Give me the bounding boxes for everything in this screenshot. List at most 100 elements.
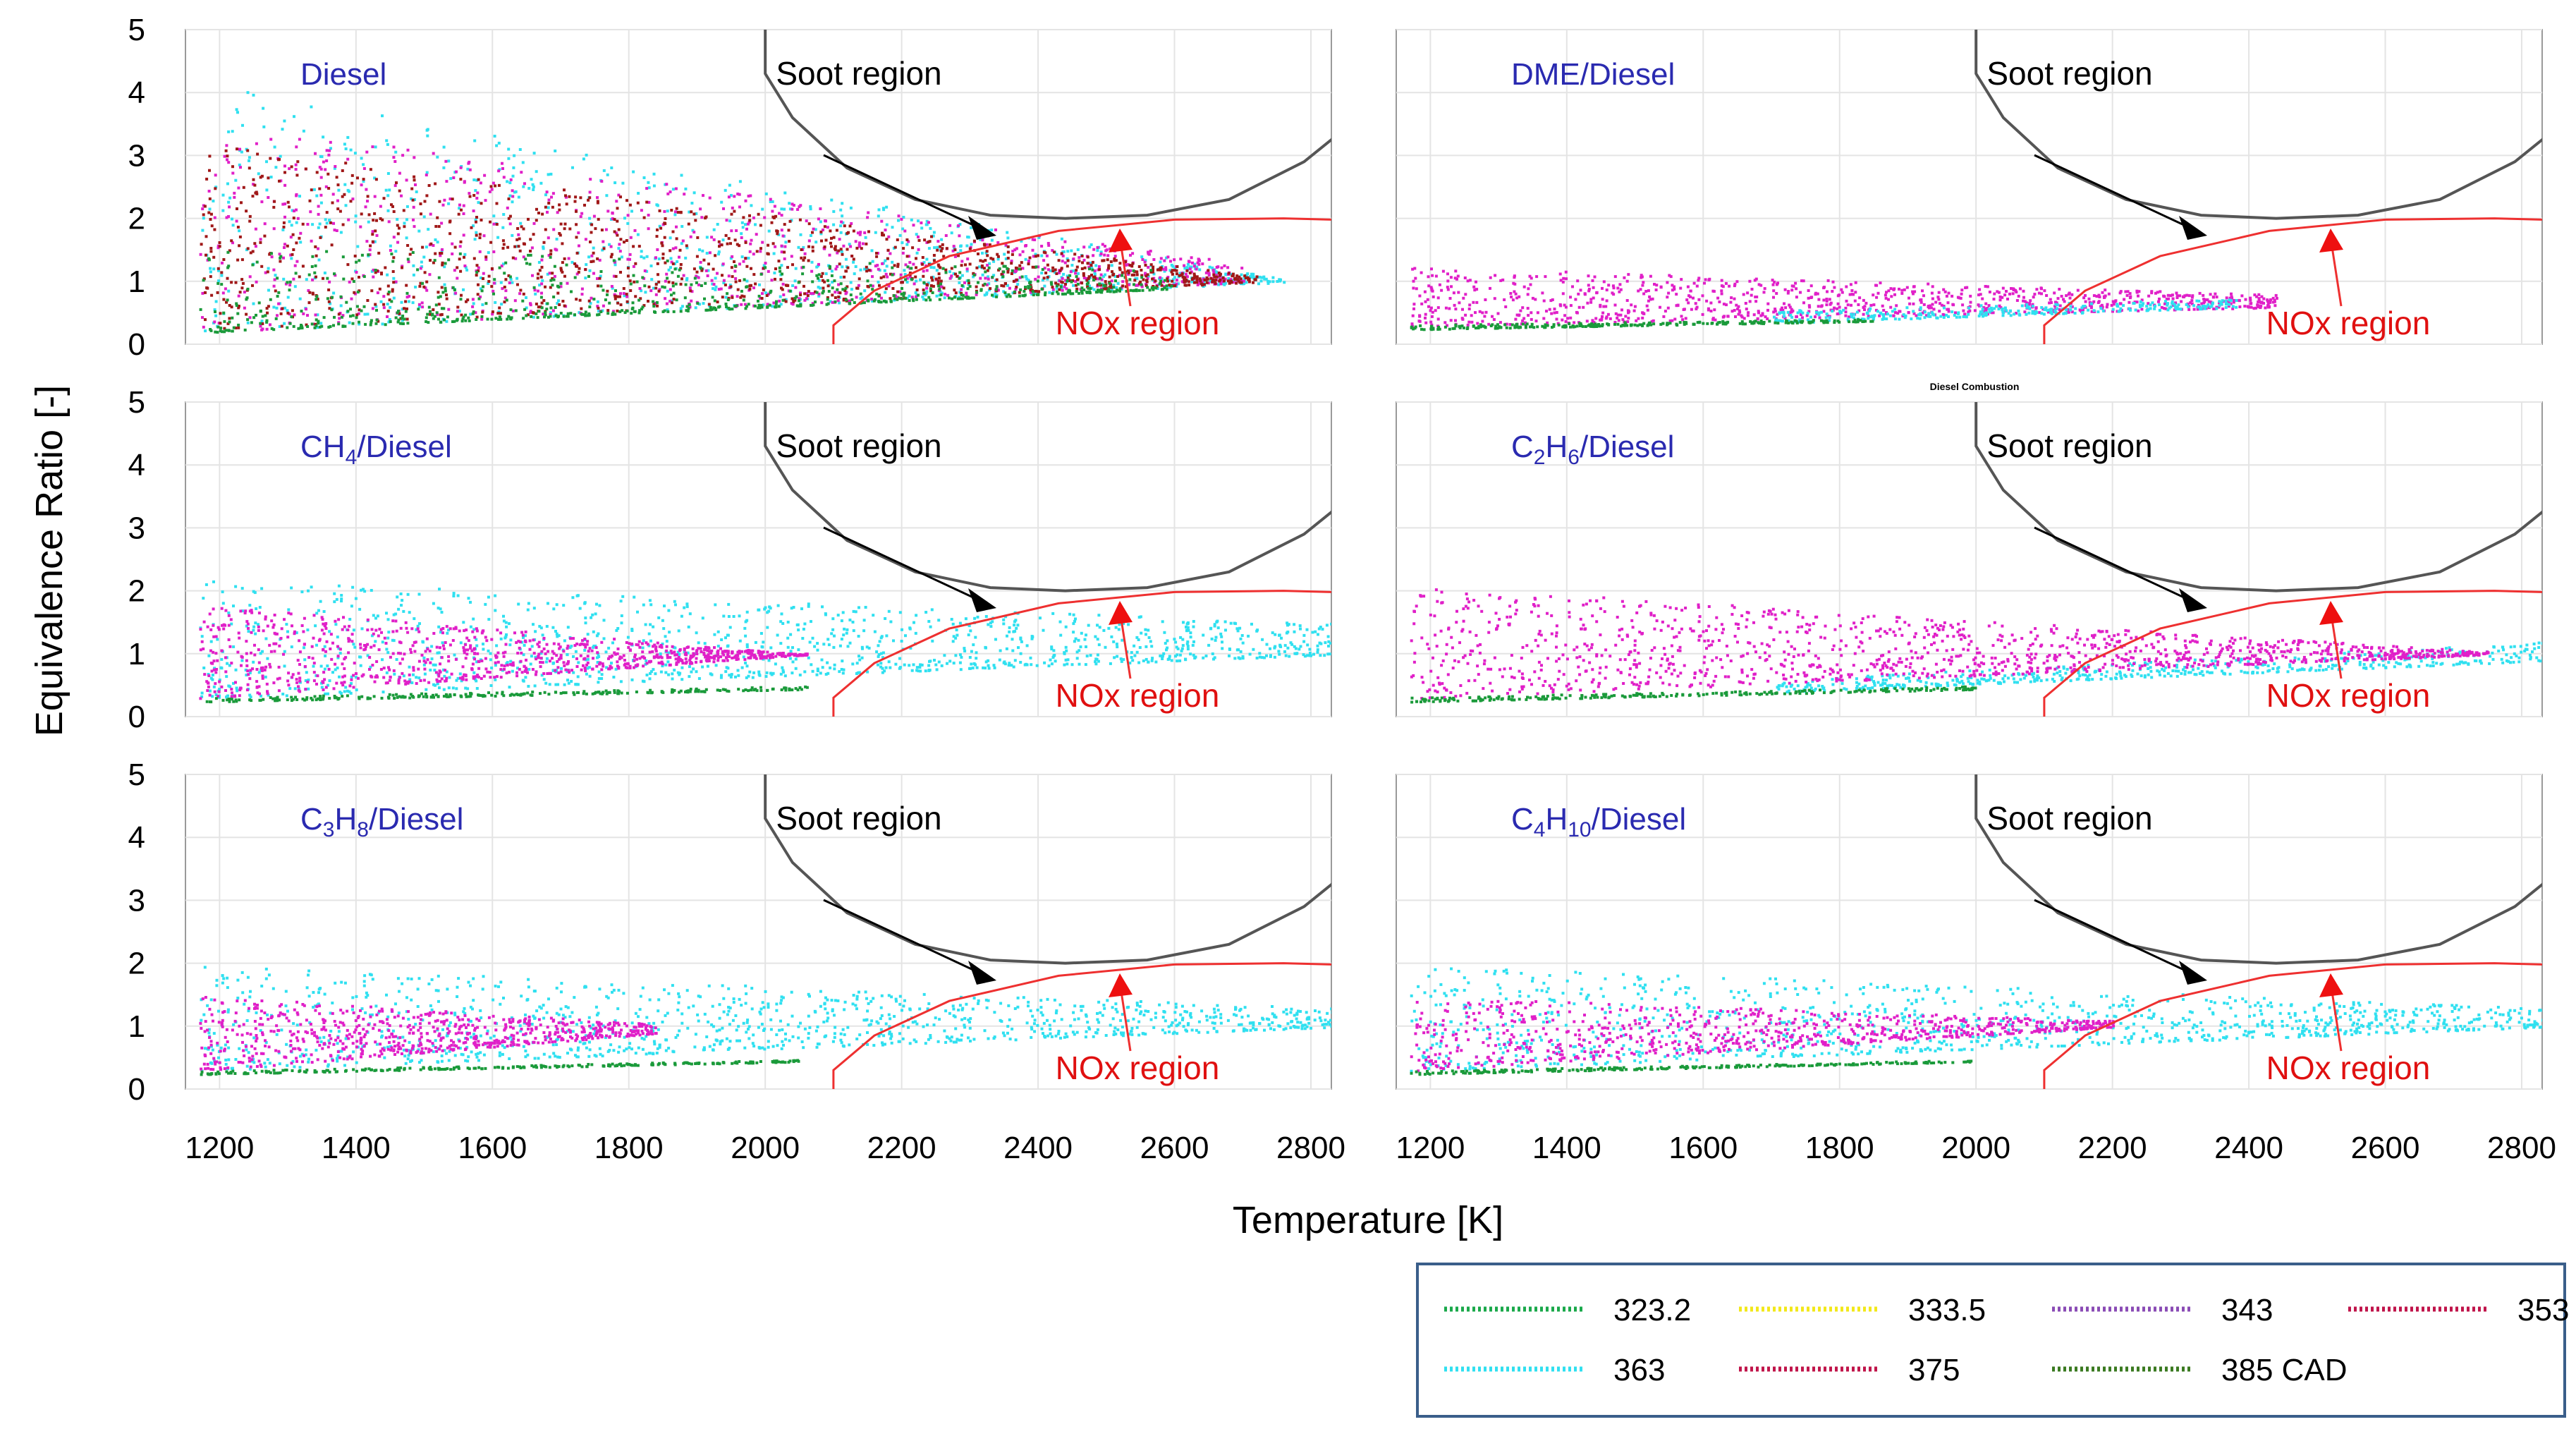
scatter-point [1159, 261, 1161, 264]
scatter-point [228, 197, 231, 200]
scatter-point [610, 166, 613, 169]
scatter-point [1101, 243, 1104, 246]
scatter-point [638, 309, 641, 312]
scatter-point [413, 156, 415, 159]
scatter-point [981, 266, 984, 269]
scatter-point [648, 286, 651, 288]
scatter-point [1007, 257, 1010, 260]
scatter-point [694, 277, 697, 280]
scatter-point [288, 167, 291, 170]
scatter-point [231, 172, 234, 175]
scatter-point [1247, 278, 1250, 281]
scatter-point [343, 183, 346, 186]
scatter-point [1109, 290, 1112, 293]
scatter-point [303, 130, 305, 133]
scatter-point [663, 221, 666, 224]
scatter-point [1156, 269, 1159, 272]
scatter-point [549, 253, 552, 255]
scatter-point [219, 312, 222, 315]
scatter-point [1173, 269, 1176, 272]
scatter-point [1781, 307, 1783, 310]
scatter-point [1070, 281, 1073, 284]
scatter-point [345, 147, 348, 150]
scatter-point [1027, 260, 1030, 262]
scatter-point [850, 298, 853, 301]
scatter-point [2249, 297, 2252, 300]
scatter-point [664, 280, 667, 283]
scatter-point [2156, 291, 2159, 293]
scatter-point [387, 285, 390, 288]
scatter-point [290, 315, 293, 318]
scatter-point [948, 224, 951, 227]
scatter-point [731, 207, 734, 209]
scatter-point [535, 312, 537, 315]
scatter-point [2257, 304, 2259, 307]
scatter-point [845, 287, 848, 290]
scatter-point [629, 279, 632, 282]
scatter-point [685, 279, 688, 281]
scatter-point [1776, 322, 1779, 324]
scatter-point [240, 278, 243, 281]
scatter-point [593, 215, 596, 218]
scatter-point [1601, 312, 1604, 315]
scatter-point [841, 265, 843, 268]
scatter-point [426, 313, 429, 316]
scatter-point [690, 284, 692, 286]
scatter-point [1562, 292, 1565, 295]
scatter-point [764, 291, 767, 294]
scatter-point [775, 229, 778, 232]
scatter-point [573, 313, 576, 316]
scatter-point [2096, 295, 2099, 298]
scatter-point [930, 276, 933, 279]
scatter-point [2087, 309, 2089, 312]
scatter-point [1190, 256, 1193, 259]
scatter-point [884, 229, 887, 231]
scatter-point [733, 195, 735, 197]
scatter-point [826, 303, 829, 306]
scatter-point [477, 201, 480, 204]
scatter-point [238, 148, 241, 151]
scatter-point [939, 266, 941, 269]
scatter-point [311, 279, 314, 281]
scatter-point [272, 206, 275, 209]
scatter-point [1535, 275, 1538, 278]
scatter-point [384, 323, 387, 326]
scatter-point [910, 267, 912, 269]
scatter-point [332, 292, 335, 295]
scatter-point [1942, 288, 1945, 291]
scatter-point [341, 316, 343, 319]
scatter-point [487, 318, 489, 321]
scatter-point [677, 211, 680, 214]
scatter-point [1240, 267, 1243, 269]
scatter-point [959, 298, 962, 300]
scatter-point [1924, 316, 1927, 319]
scatter-point [332, 222, 335, 225]
scatter-point [655, 293, 658, 296]
scatter-point [1993, 293, 1996, 296]
scatter-point [451, 320, 454, 323]
scatter-point [510, 278, 513, 281]
scatter-point [1784, 288, 1787, 291]
scatter-point [850, 281, 853, 284]
scatter-point [1018, 265, 1021, 267]
scatter-point [669, 266, 672, 269]
scatter-point [1519, 310, 1522, 312]
scatter-point [1879, 281, 1882, 284]
scatter-point [749, 195, 752, 197]
scatter-point [967, 281, 970, 284]
scatter-point [494, 185, 496, 188]
scatter-point [1159, 276, 1161, 279]
scatter-point [434, 259, 437, 262]
scatter-point [1750, 294, 1753, 297]
scatter-point [330, 308, 333, 311]
scatter-point [782, 283, 785, 286]
scatter-point [727, 307, 730, 310]
scatter-point [333, 272, 336, 275]
scatter-point [625, 296, 628, 298]
scatter-point [236, 207, 238, 210]
scatter-point [1670, 275, 1673, 278]
scatter-point [326, 173, 329, 176]
scatter-point [741, 221, 744, 224]
scatter-point [903, 230, 906, 233]
